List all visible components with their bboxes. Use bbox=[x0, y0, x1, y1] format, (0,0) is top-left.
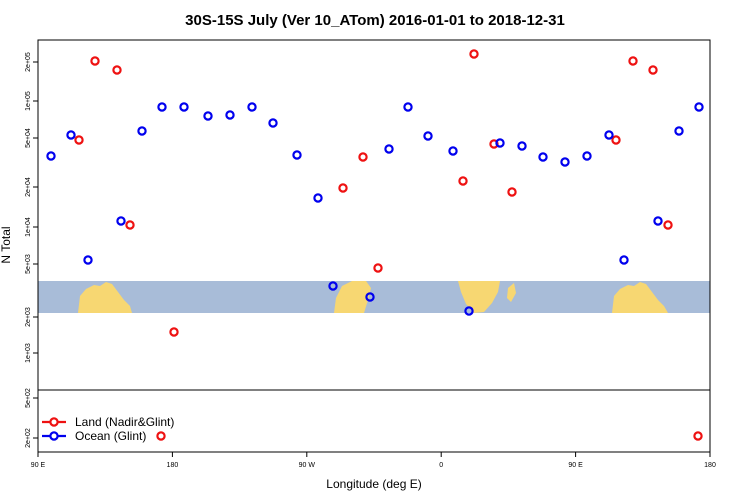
ocean-point bbox=[247, 102, 257, 112]
data-points bbox=[46, 49, 704, 441]
x-tick-label: 90 E bbox=[31, 462, 46, 469]
legend-label: Land (Nadir&Glint) bbox=[75, 415, 174, 429]
land-africa bbox=[458, 281, 500, 313]
y-tick-label: 1e+04 bbox=[25, 217, 32, 237]
ocean-point bbox=[619, 255, 629, 265]
land-point bbox=[663, 220, 673, 230]
ocean-point bbox=[137, 126, 147, 136]
ocean-point bbox=[674, 126, 684, 136]
ocean-point bbox=[403, 102, 413, 112]
land-point bbox=[458, 176, 468, 186]
y-tick-label: 2e+04 bbox=[25, 177, 32, 197]
ocean-point bbox=[225, 110, 235, 120]
chart-title: 30S-15S July (Ver 10_ATom) 2016-01-01 to… bbox=[185, 12, 565, 29]
plot-frame bbox=[37, 39, 711, 453]
y-axis-label: N Total bbox=[0, 226, 13, 263]
ocean-point bbox=[423, 131, 433, 141]
y-axis: 2e+05 1e+05 5e+04 2e+04 1e+04 5e+03 2e+03 1e+03… bbox=[25, 52, 38, 448]
land-point bbox=[693, 431, 703, 441]
ocean-point bbox=[464, 306, 474, 316]
ocean-point bbox=[560, 157, 570, 167]
x-tick-label: 180 bbox=[704, 462, 716, 469]
ocean-point bbox=[448, 146, 458, 156]
y-tick-label: 2e+03 bbox=[25, 307, 32, 327]
land-point bbox=[469, 49, 479, 59]
land-point bbox=[373, 263, 383, 273]
ocean-point bbox=[179, 102, 189, 112]
ocean-point bbox=[46, 151, 56, 161]
ocean-point bbox=[313, 193, 323, 203]
y-tick-label: 1e+03 bbox=[25, 343, 32, 363]
legend-marker bbox=[49, 417, 59, 427]
legend: Land (Nadir&Glint)Ocean (Glint) bbox=[42, 415, 174, 443]
land-point bbox=[74, 135, 84, 145]
ocean-point bbox=[517, 141, 527, 151]
land-point bbox=[648, 65, 658, 75]
ocean-point bbox=[292, 150, 302, 160]
land-south-america bbox=[334, 281, 371, 313]
x-tick-label: 90 W bbox=[299, 462, 316, 469]
x-tick-label: 90 E bbox=[568, 462, 583, 469]
land-point bbox=[125, 220, 135, 230]
y-tick-label: 2e+02 bbox=[25, 428, 32, 448]
land-madagascar bbox=[507, 283, 516, 302]
ocean-point bbox=[83, 255, 93, 265]
legend-marker bbox=[49, 431, 59, 441]
ocean-point bbox=[604, 130, 614, 140]
land-point bbox=[611, 135, 621, 145]
land-point bbox=[112, 65, 122, 75]
ocean-point bbox=[495, 138, 505, 148]
ocean-point bbox=[653, 216, 663, 226]
ocean-point bbox=[268, 118, 278, 128]
y-tick-label: 1e+05 bbox=[25, 91, 32, 111]
y-tick-label: 2e+05 bbox=[25, 52, 32, 72]
x-axis: 90 E 180 90 W 0 90 E 180 bbox=[31, 452, 716, 469]
land-point bbox=[90, 56, 100, 66]
y-tick-label: 5e+03 bbox=[25, 254, 32, 274]
ocean-point bbox=[66, 130, 76, 140]
land-point bbox=[507, 187, 517, 197]
ocean-point bbox=[365, 292, 375, 302]
land-point bbox=[169, 327, 179, 337]
x-axis-label: Longitude (deg E) bbox=[326, 477, 421, 491]
x-tick-label: 0 bbox=[439, 462, 443, 469]
ocean-point bbox=[328, 281, 338, 291]
ocean-point bbox=[694, 102, 704, 112]
ocean-point bbox=[538, 152, 548, 162]
ocean-point bbox=[384, 144, 394, 154]
ocean-point bbox=[203, 111, 213, 121]
land-point bbox=[358, 152, 368, 162]
y-tick-label: 5e+04 bbox=[25, 128, 32, 148]
land-point bbox=[338, 183, 348, 193]
ocean-point bbox=[157, 102, 167, 112]
land-point bbox=[156, 431, 166, 441]
ocean-point bbox=[116, 216, 126, 226]
y-tick-label: 5e+02 bbox=[25, 388, 32, 408]
ocean-point bbox=[582, 151, 592, 161]
land-australia bbox=[78, 282, 132, 313]
legend-label: Ocean (Glint) bbox=[75, 429, 146, 443]
land-point bbox=[628, 56, 638, 66]
world-map-strip bbox=[38, 281, 710, 313]
land-australia bbox=[612, 282, 668, 313]
x-tick-label: 180 bbox=[167, 462, 179, 469]
